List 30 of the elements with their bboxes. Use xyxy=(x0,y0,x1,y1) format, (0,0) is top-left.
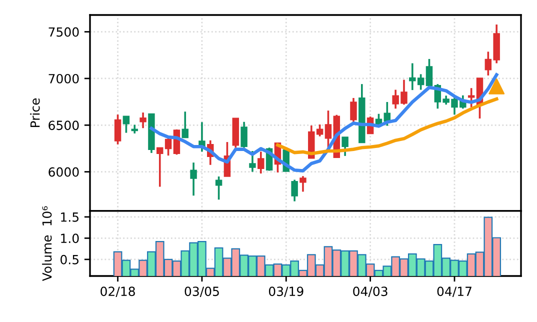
y-tick-label: 7500 xyxy=(48,27,79,37)
y-tick-label: 7000 xyxy=(48,74,79,84)
x-tick-label: 04/17 xyxy=(437,286,472,298)
candlestick xyxy=(114,114,122,146)
y-tick-label: 1.5 xyxy=(61,212,78,222)
y-tick-label: 6500 xyxy=(48,120,79,130)
candlestick xyxy=(258,150,264,174)
candlestick xyxy=(240,120,248,149)
x-tick-label: 02/18 xyxy=(100,286,135,298)
candlestick xyxy=(342,136,348,157)
candlestick xyxy=(324,110,332,149)
candlestick xyxy=(249,150,256,173)
candlestick xyxy=(215,176,222,201)
x-tick-label: 03/19 xyxy=(268,286,304,298)
candlestick xyxy=(190,162,197,197)
candlestick xyxy=(291,178,298,202)
y-tick-label: 1.0 xyxy=(61,234,79,244)
y-tick-label: 0.5 xyxy=(60,254,78,264)
y-axis-title: Price xyxy=(30,98,40,128)
candlestick xyxy=(468,87,475,108)
candlestick xyxy=(122,115,130,134)
candlestick xyxy=(182,110,188,139)
candlestick xyxy=(426,58,433,87)
x-tick-label: 04/03 xyxy=(353,286,388,298)
x-tick-label: 03/05 xyxy=(184,286,219,298)
y-axis-title: Volume 10⁶ xyxy=(42,206,52,282)
candlestick xyxy=(140,112,146,130)
candlestick xyxy=(300,175,306,193)
candlestick xyxy=(156,146,164,188)
y-tick-label: 6000 xyxy=(48,167,79,177)
